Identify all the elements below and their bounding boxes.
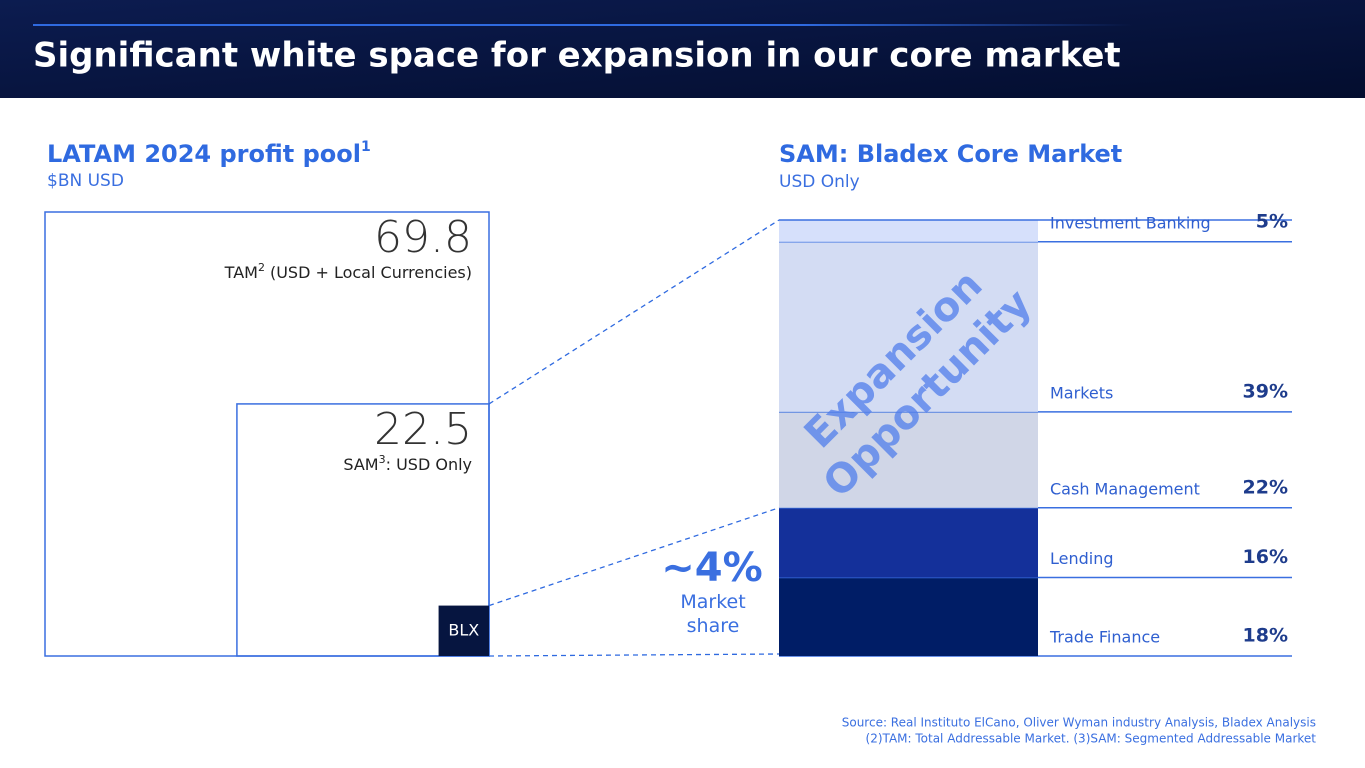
category-label: Lending [1050, 549, 1114, 568]
chart-subtitle: $BN USD [47, 171, 124, 191]
share-square [438, 605, 489, 656]
square-label: SAM3: USD Only [343, 453, 472, 474]
area-square [236, 403, 490, 657]
share-value: ~4% [661, 545, 762, 591]
bar-segment [779, 577, 1038, 656]
footnotes: (2)TAM: Total Addressable Market. (3)SAM… [866, 732, 1317, 746]
square-label: TAM2 (USD + Local Currencies) [224, 261, 472, 282]
category-label: Cash Management [1050, 479, 1200, 498]
category-label: Trade Finance [1049, 628, 1160, 647]
footnote-mark: 2 [258, 261, 265, 274]
footnote-mark: 1 [361, 139, 371, 155]
value-label: 5% [1256, 210, 1288, 232]
category-label: Investment Banking [1050, 213, 1211, 232]
share-label: Market share [680, 591, 746, 637]
header-bar [0, 0, 1365, 98]
value-label: 69.8 [374, 212, 472, 263]
connector [488, 219, 780, 405]
source-note: Source: Real Instituto ElCano, Oliver Wy… [842, 716, 1316, 730]
chart-title: LATAM 2024 profit pool1 [47, 139, 371, 168]
value-label: 16% [1243, 546, 1288, 568]
value-label: 18% [1243, 625, 1288, 647]
square-name: TAM [224, 263, 258, 282]
header-rule [33, 24, 1133, 26]
square-desc: : USD Only [386, 454, 472, 473]
connector [488, 507, 780, 607]
connector [488, 653, 780, 657]
chart-title-text: LATAM 2024 profit pool [47, 140, 361, 168]
value-label: 39% [1243, 380, 1288, 402]
value-label: 22% [1243, 476, 1288, 498]
square-name: SAM [343, 454, 378, 473]
chart-subtitle: USD Only [779, 172, 860, 192]
footnote-mark: 3 [379, 453, 386, 466]
bar-segment [779, 241, 1038, 412]
share-name: BLX [448, 620, 479, 639]
slide-title: Significant white space for expansion in… [33, 36, 1121, 76]
category-label: Markets [1050, 383, 1113, 402]
bar-segment [779, 507, 1038, 578]
chart-title: SAM: Bladex Core Market [779, 140, 1122, 168]
square-desc: (USD + Local Currencies) [270, 263, 472, 282]
value-label: 22.5 [374, 404, 472, 455]
bar-segment [779, 411, 1038, 508]
bar-segment [779, 220, 1038, 242]
